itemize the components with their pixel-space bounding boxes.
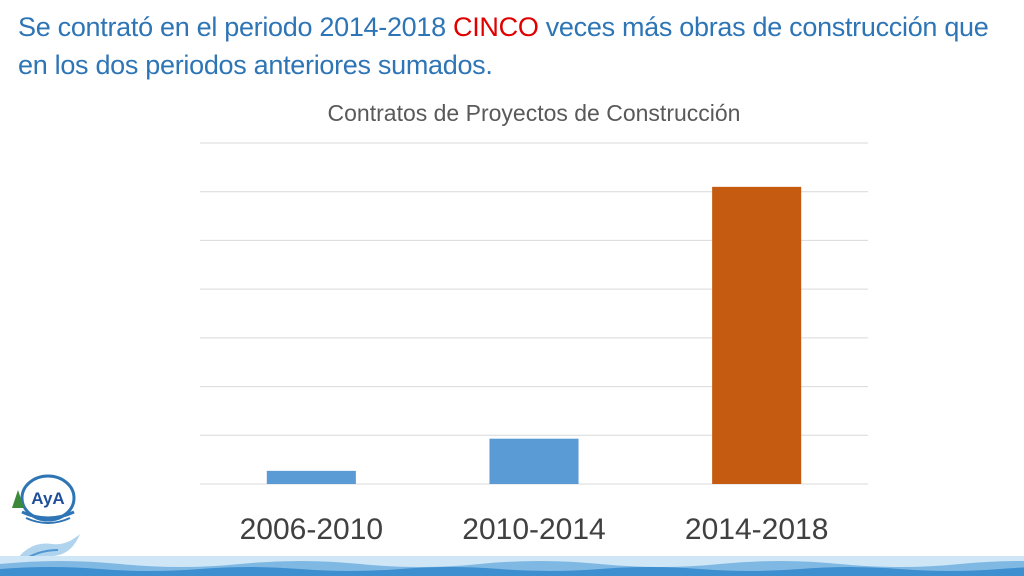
x-tick-label: 2014-2018 bbox=[685, 513, 828, 546]
x-tick-label: 2010-2014 bbox=[462, 513, 605, 546]
headline-part-1: Se contrató en el periodo 2014-2018 bbox=[18, 12, 454, 42]
aya-logo: AyA bbox=[12, 474, 80, 566]
x-tick-label: 2006-2010 bbox=[240, 513, 383, 546]
headline: Se contrató en el periodo 2014-2018 CINC… bbox=[18, 8, 1008, 84]
bar-2006-2010 bbox=[266, 470, 356, 484]
chart-title: Contratos de Proyectos de Construcción bbox=[328, 100, 741, 126]
x-axis-tick-labels: 2006-2010 2010-2014 2014-2018 bbox=[240, 513, 829, 546]
headline-emphasis: CINCO bbox=[453, 12, 539, 42]
bar-2014-2018 bbox=[712, 186, 802, 485]
logo-text: AyA bbox=[31, 489, 64, 508]
water-strip bbox=[0, 556, 1024, 576]
bar-2010-2014 bbox=[489, 438, 579, 484]
bars bbox=[266, 186, 802, 485]
headline-part-2: veces más obras de construcción que en l… bbox=[18, 12, 989, 80]
